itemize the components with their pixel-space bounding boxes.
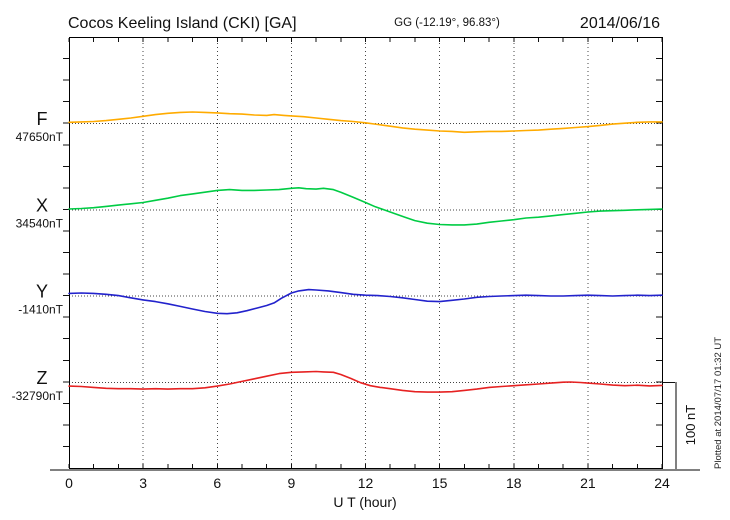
hour-label-18: 18 xyxy=(506,475,522,491)
channel-letter-Z: Z xyxy=(37,368,48,388)
trace-Z xyxy=(68,370,663,393)
hour-label-3: 3 xyxy=(139,475,147,491)
hour-label-0: 0 xyxy=(65,475,73,491)
x-axis-label: U T (hour) xyxy=(333,494,396,510)
hour-label-15: 15 xyxy=(432,475,448,491)
traces-layer xyxy=(68,111,663,393)
station-title: Cocos Keeling Island (CKI) [GA] xyxy=(68,15,297,32)
hour-labels-layer: 0 3 6 9 12 15 18 21 24 xyxy=(65,475,670,491)
hour-label-12: 12 xyxy=(358,475,374,491)
channel-base-value-F: 47650nT xyxy=(16,130,64,144)
trace-X xyxy=(68,187,663,226)
hour-label-9: 9 xyxy=(287,475,295,491)
trace-Y xyxy=(68,288,663,315)
plot-frame xyxy=(69,37,663,469)
channel-base-value-Y: -1410nT xyxy=(18,303,63,317)
ticks-layer xyxy=(63,38,663,468)
hour-label-24: 24 xyxy=(654,475,670,491)
channel-base-value-Z: -32790nT xyxy=(12,389,64,403)
scale-bar xyxy=(662,381,677,470)
hour-label-6: 6 xyxy=(213,475,221,491)
channel-letter-Y: Y xyxy=(36,282,48,302)
trace-F xyxy=(68,111,663,134)
gridlines-layer xyxy=(142,39,589,467)
channel-letter-X: X xyxy=(36,195,48,215)
channel-letter-F: F xyxy=(37,109,48,129)
channel-base-value-X: 34540nT xyxy=(16,216,64,230)
hour-label-21: 21 xyxy=(580,475,596,491)
scale-bar-label: 100 nT xyxy=(683,405,698,446)
date-label: 2014/06/16 xyxy=(580,15,660,32)
geographic-coordinates: GG (-12.19°, 96.83°) xyxy=(394,17,500,29)
plotted-at-label: Plotted at 2014/07/17 01:32 UT xyxy=(713,337,724,469)
plot-frame-layer xyxy=(50,37,700,471)
